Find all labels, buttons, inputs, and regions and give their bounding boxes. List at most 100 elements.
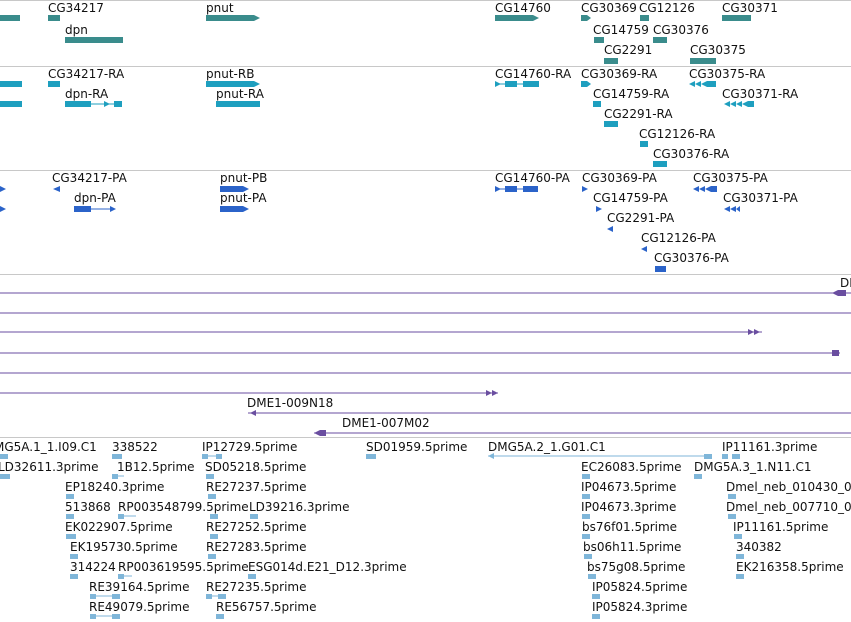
est-feature[interactable] [202,454,222,459]
est-feature[interactable] [90,594,120,599]
protein-label[interactable]: CG12126-PA [641,231,716,245]
est-label[interactable]: Dmel_neb_010430_0 [726,480,851,494]
est-feature[interactable] [728,514,736,519]
protein-label[interactable]: CG14760-PA [495,171,570,185]
transcript-label[interactable]: CG30371-RA [722,87,799,101]
est-label[interactable]: IP04673.5prime [581,480,677,494]
transcript-feature[interactable] [593,101,601,107]
protein-feature[interactable] [74,206,116,212]
protein-label[interactable]: CG34217-PA [52,171,127,185]
est-label[interactable]: 340382 [736,540,782,554]
transcript-feature[interactable] [216,101,260,107]
alignment-label[interactable]: DME1-007M02 [342,416,430,430]
transcript-feature[interactable] [48,81,60,87]
gene-feature[interactable] [604,58,618,64]
est-feature[interactable] [0,474,10,479]
gene-label[interactable]: CG30376 [653,23,709,37]
est-label[interactable]: RE27252.5prime [206,520,307,534]
est-feature[interactable] [582,494,590,499]
transcript-feature[interactable] [495,81,539,87]
est-feature[interactable] [216,614,224,619]
transcript-feature[interactable] [653,161,667,167]
protein-label[interactable]: CG30376-PA [654,251,729,265]
alignment-feature[interactable] [0,390,498,396]
protein-label[interactable]: pnut-PB [220,171,268,185]
alignment-feature[interactable] [248,410,851,416]
transcript-label[interactable]: CG14760-RA [495,67,572,81]
est-feature[interactable] [582,474,590,479]
est-feature[interactable] [592,594,600,599]
est-feature[interactable] [0,454,8,459]
est-label[interactable]: EK195730.5prime [70,540,178,554]
est-label[interactable]: IP05824.3prime [592,600,688,614]
est-label[interactable]: RE27237.5prime [206,480,307,494]
est-label[interactable]: SD05218.5prime [205,460,307,474]
est-label[interactable]: bs06h11.5prime [583,540,682,554]
est-label[interactable]: DMG5A.2_1.G01.C1 [488,440,606,454]
alignment-feature[interactable] [314,430,851,436]
gene-feature[interactable] [48,15,60,21]
est-feature[interactable] [366,454,376,459]
gene-label[interactable]: CG14759 [593,23,649,37]
est-feature[interactable] [728,494,736,499]
est-label[interactable]: RE27235.5prime [206,580,307,594]
est-label[interactable]: IP11161.3prime [722,440,818,454]
protein-feature[interactable] [693,186,717,192]
est-feature[interactable] [66,514,74,519]
gene-feature[interactable] [581,15,591,21]
gene-feature[interactable] [722,15,751,21]
transcript-label[interactable]: dpn-RA [65,87,109,101]
est-label[interactable]: MG5A.1_1.I09.C1 [0,440,97,454]
est-feature[interactable] [66,494,74,499]
est-label[interactable]: RP003619595.5prime [118,560,249,574]
gene-label[interactable]: CG30375 [690,43,746,57]
est-feature[interactable] [736,574,744,579]
est-label[interactable]: EC26083.5prime [581,460,682,474]
est-label[interactable]: DMG5A.3_1.N11.C1 [694,460,812,474]
est-label[interactable]: RE56757.5prime [216,600,317,614]
est-label[interactable]: bs76f01.5prime [582,520,678,534]
gene-label[interactable]: CG34217 [48,1,104,15]
est-label[interactable]: 1B12.5prime [117,460,195,474]
est-label[interactable]: ESG014d.E21_D12.3prime [248,560,407,574]
transcript-label[interactable]: CG30375-RA [689,67,766,81]
gene-feature[interactable] [594,37,604,43]
gene-feature[interactable] [0,15,20,21]
transcript-label[interactable]: CG12126-RA [639,127,716,141]
est-label[interactable]: IP11161.5prime [733,520,829,534]
gene-label[interactable]: CG2291 [604,43,653,57]
est-feature[interactable] [118,514,136,519]
protein-label[interactable]: CG30371-PA [723,191,798,205]
gene-feature[interactable] [495,15,539,21]
protein-label[interactable]: dpn-PA [74,191,116,205]
alignment-feature[interactable] [0,290,851,296]
protein-feature[interactable] [724,206,740,212]
protein-feature[interactable] [53,186,60,192]
transcript-label[interactable]: CG2291-RA [604,107,673,121]
est-feature[interactable] [90,614,120,619]
est-label[interactable]: 314224 [70,560,116,574]
protein-label[interactable]: CG14759-PA [593,191,668,205]
gene-feature[interactable] [690,58,716,64]
protein-feature[interactable] [0,206,6,212]
gene-feature[interactable] [640,15,649,21]
est-label[interactable]: 513868 [65,500,111,514]
est-feature[interactable] [592,614,600,619]
alignment-feature[interactable] [0,350,840,356]
est-label[interactable]: SD01959.5prime [366,440,468,454]
est-label[interactable]: RE49079.5prime [89,600,190,614]
protein-label[interactable]: pnut-PA [220,191,267,205]
gene-feature[interactable] [653,37,667,43]
est-label[interactable]: EK216358.5prime [736,560,844,574]
transcript-feature[interactable] [640,141,648,147]
est-feature[interactable] [112,454,122,459]
est-label[interactable]: IP04673.3prime [581,500,677,514]
est-feature[interactable] [736,554,744,559]
est-label[interactable]: IP12729.5prime [202,440,298,454]
transcript-feature[interactable] [604,121,618,127]
protein-feature[interactable] [655,266,666,272]
transcript-feature[interactable] [0,101,22,107]
gene-feature[interactable] [65,37,123,43]
transcript-feature[interactable] [689,81,716,87]
est-feature[interactable] [584,554,592,559]
